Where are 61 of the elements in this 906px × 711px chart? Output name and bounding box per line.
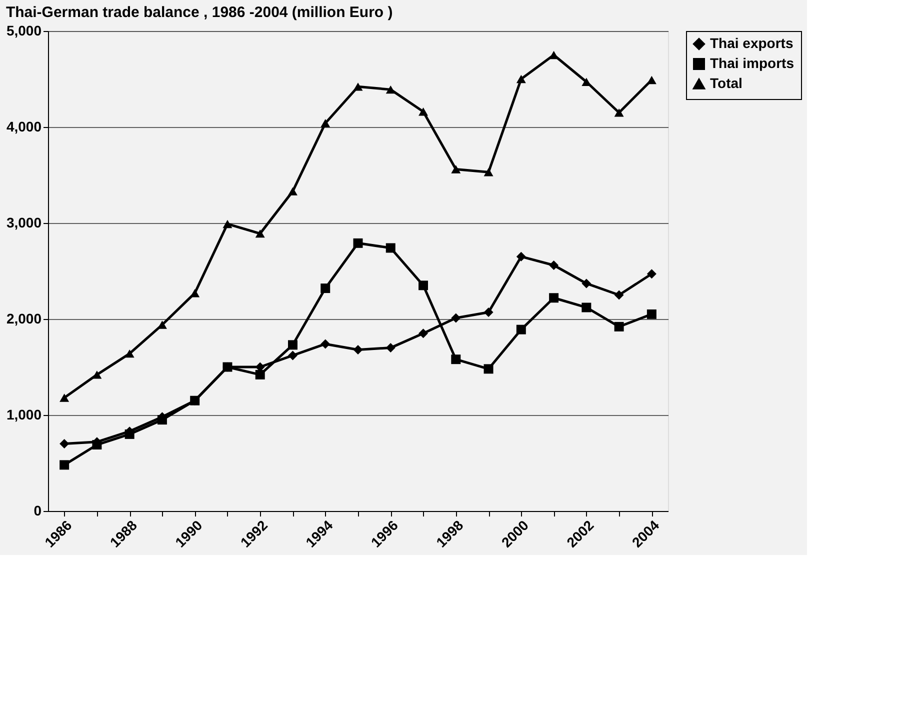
point	[646, 269, 656, 279]
point	[582, 302, 592, 312]
point	[549, 50, 559, 60]
point	[255, 229, 265, 238]
point	[614, 108, 624, 117]
point	[255, 370, 265, 380]
point	[582, 278, 592, 288]
point	[582, 78, 592, 86]
point	[516, 252, 526, 262]
point	[288, 350, 298, 360]
y-tick-label: 0	[34, 502, 42, 518]
point	[320, 119, 330, 128]
point	[353, 344, 363, 354]
point	[124, 349, 134, 358]
y-tick-label: 4,000	[6, 118, 42, 134]
point	[516, 74, 526, 84]
point	[549, 260, 559, 270]
point	[320, 284, 330, 294]
point	[60, 460, 70, 470]
point	[484, 308, 494, 318]
point	[418, 108, 428, 116]
point	[549, 293, 559, 303]
y-tick-label: 2,000	[6, 310, 42, 326]
point	[320, 339, 330, 349]
point	[451, 354, 461, 364]
point	[92, 370, 102, 379]
point	[614, 322, 624, 332]
point	[516, 324, 526, 334]
point	[386, 343, 396, 353]
point	[124, 429, 134, 439]
point	[484, 168, 494, 176]
point	[288, 340, 298, 350]
point	[386, 85, 396, 94]
point	[157, 320, 167, 329]
y-tick-label: 3,000	[6, 214, 42, 230]
point	[60, 394, 70, 402]
point	[222, 220, 232, 228]
chart-title: Thai-German trade balance , 1986 -2004 (million Euro )	[6, 4, 393, 21]
point	[190, 396, 200, 406]
point	[353, 82, 363, 91]
point	[157, 415, 167, 425]
point	[92, 440, 102, 450]
point	[646, 76, 656, 84]
point	[614, 290, 624, 300]
point	[353, 238, 363, 248]
legend-label: Thai imports	[710, 55, 794, 71]
point	[222, 362, 232, 372]
point	[386, 243, 396, 253]
y-tick-label: 5,000	[6, 22, 42, 38]
legend-label: Total	[710, 75, 742, 91]
point	[418, 328, 428, 338]
point	[451, 165, 461, 174]
point	[646, 309, 656, 319]
point	[60, 439, 70, 449]
y-tick-label: 1,000	[6, 406, 42, 422]
point	[288, 187, 298, 196]
point	[451, 313, 461, 323]
point	[418, 280, 428, 290]
point	[190, 288, 200, 298]
point	[484, 364, 494, 374]
legend-label: Thai exports	[710, 35, 794, 51]
